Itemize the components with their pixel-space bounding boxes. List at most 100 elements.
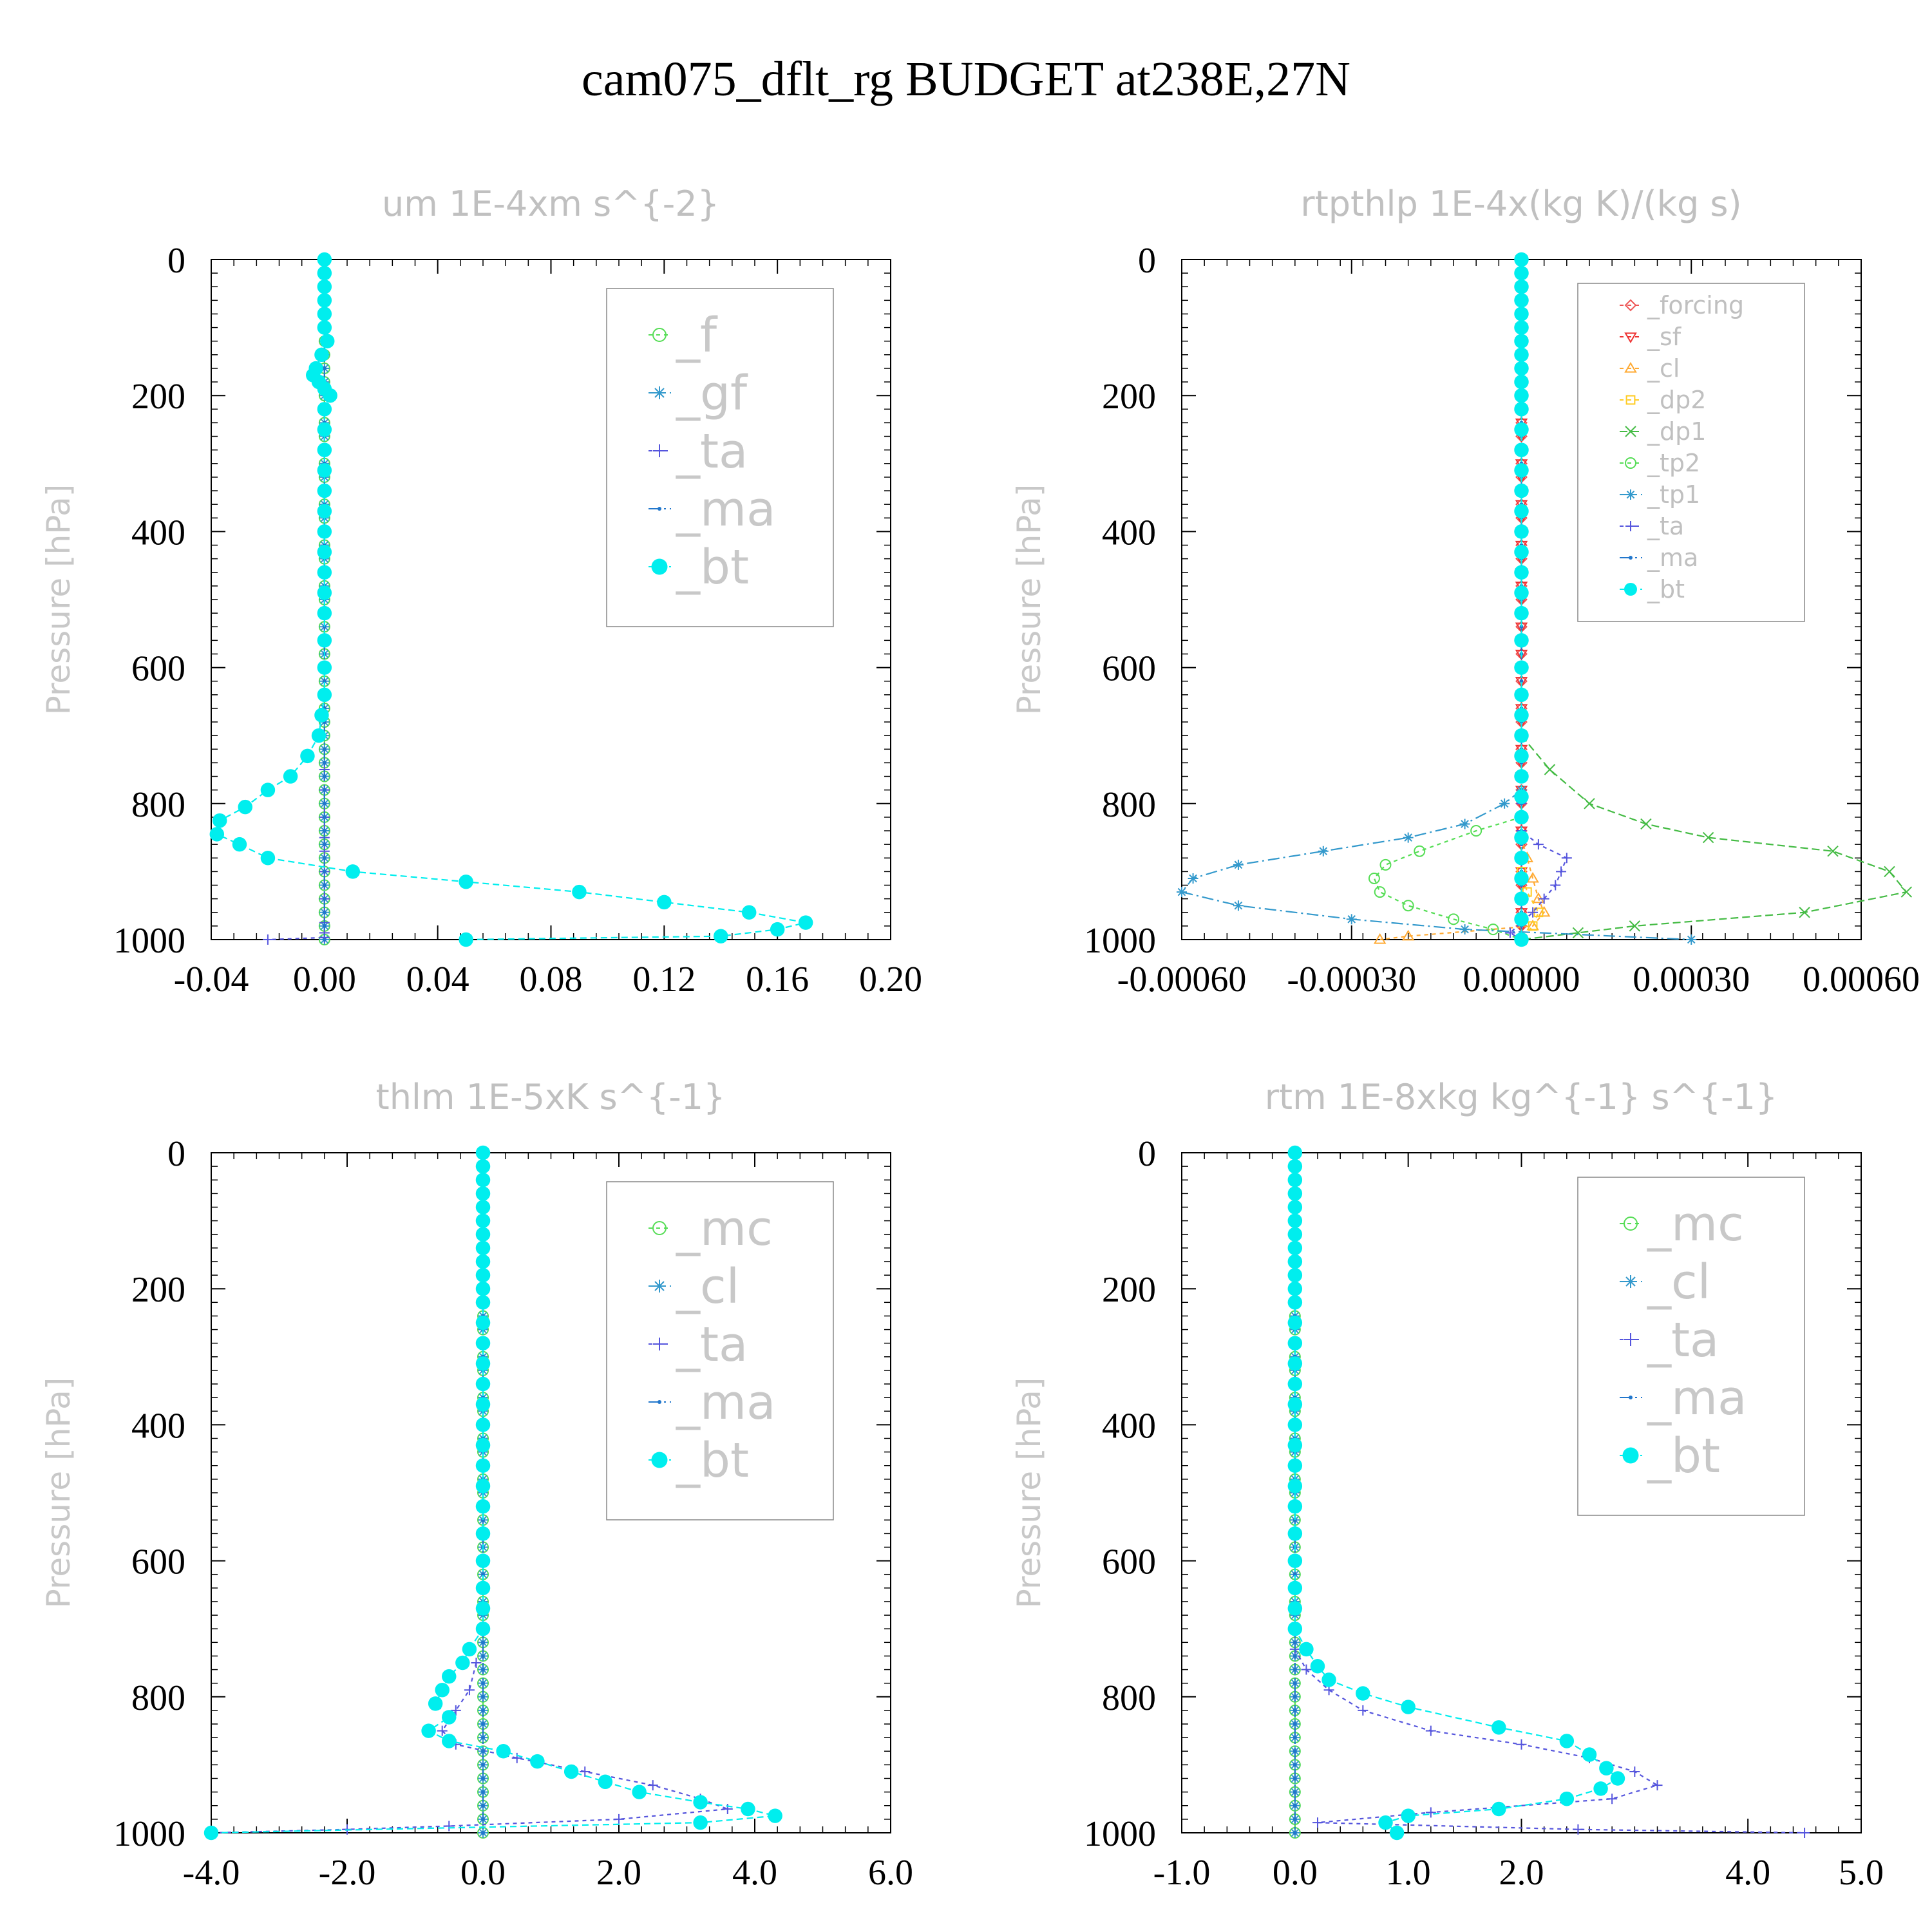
legend-label: _cl [1647, 1255, 1710, 1310]
data-point [475, 1267, 491, 1283]
data-point [1293, 1572, 1297, 1577]
data-point [238, 799, 252, 815]
x-tick-label: 2.0 [1499, 1853, 1544, 1893]
data-point [481, 1572, 485, 1577]
series-bt [204, 1145, 782, 1841]
legend-entry: _ta [1620, 512, 1684, 540]
legend-marker [1625, 457, 1636, 469]
data-point [1514, 871, 1529, 886]
legend-label: _gf [676, 366, 748, 421]
data-point [1514, 789, 1529, 804]
data-point [1514, 748, 1529, 764]
data-point [1550, 880, 1561, 891]
data-point [496, 1744, 511, 1759]
data-point [1293, 1790, 1297, 1794]
data-point [481, 1640, 485, 1645]
data-point [1514, 279, 1529, 294]
data-point [317, 307, 332, 321]
data-point [475, 1281, 491, 1296]
data-point [442, 1669, 457, 1684]
data-point [475, 1145, 491, 1160]
data-point [1374, 886, 1386, 898]
y-axis-ticks: 0 200 400 600 800 1000 [113, 1134, 891, 1854]
x-tick-label: 2.0 [596, 1853, 641, 1893]
data-point [475, 1580, 491, 1596]
data-point [481, 1681, 485, 1685]
data-point [481, 1803, 485, 1808]
data-point [1514, 504, 1529, 518]
data-point [1686, 934, 1697, 945]
series-tp2 [1368, 811, 1528, 945]
x-tick-label: 0.20 [859, 960, 922, 999]
legend-marker [1624, 583, 1637, 596]
data-point [322, 774, 327, 779]
data-point [657, 895, 672, 910]
data-point [475, 1186, 491, 1201]
data-point [1514, 810, 1529, 825]
data-point [1514, 912, 1529, 927]
data-point [475, 1159, 491, 1174]
data-point [322, 829, 327, 833]
data-point [1532, 892, 1545, 904]
data-point [317, 483, 332, 498]
data-point [1379, 858, 1392, 871]
y-tick-label: 400 [131, 1406, 185, 1446]
data-point [481, 1667, 485, 1672]
legend-marker [1625, 426, 1636, 437]
x-tick-label: 0.08 [520, 960, 583, 999]
data-point [1544, 764, 1556, 775]
data-point [204, 1825, 219, 1841]
x-axis-ticks: -4.0 -2.0 0.0 2.0 4.0 6.0 [183, 1153, 913, 1893]
data-point [1514, 830, 1529, 845]
legend: _forcing _sf _cl _dp2 _dp1 _tp2 _tp1 _ta _ma _bt [1577, 283, 1805, 622]
data-point [1514, 320, 1529, 335]
legend-marker [1625, 395, 1636, 405]
data-point [1556, 866, 1567, 877]
data-point [481, 1776, 485, 1781]
legend-label: _ma [676, 1375, 775, 1430]
chart-panel-3: thlm 1E-5xK s^{-1} Pressure [hPa] -4.0 -2.0… [40, 1077, 913, 1893]
data-point [530, 1754, 545, 1769]
data-point [1414, 845, 1426, 857]
data-point [435, 1682, 450, 1698]
data-point [572, 884, 587, 900]
data-point [1402, 900, 1414, 912]
data-point [322, 625, 327, 629]
y-tick-label: 0 [167, 1134, 185, 1174]
legend-marker [1629, 1396, 1633, 1399]
data-point [1293, 1817, 1297, 1821]
data-point [475, 1376, 491, 1392]
data-point [1584, 798, 1595, 810]
data-point [614, 1814, 624, 1824]
data-point [322, 896, 327, 901]
data-point [345, 864, 361, 879]
legend-entry: _ma [1620, 1370, 1747, 1426]
y-tick-label: 0 [1138, 1134, 1156, 1174]
x-tick-label: -1.0 [1153, 1853, 1211, 1893]
series-dp1 [1515, 730, 1913, 945]
data-point [1287, 1240, 1303, 1256]
figure-title: cam075_dflt_rg BUDGET at238E,27N [582, 52, 1350, 106]
data-point [317, 660, 332, 675]
data-point [1293, 1667, 1297, 1672]
data-point [1514, 687, 1529, 703]
data-point [1401, 1808, 1416, 1823]
data-point [1287, 1159, 1303, 1174]
legend: _mc_cl_ta_ma_bt [606, 1181, 834, 1520]
data-point [1401, 1700, 1416, 1714]
x-tick-label: 0.04 [406, 960, 469, 999]
data-point [693, 1795, 708, 1810]
data-point [1321, 1672, 1336, 1687]
legend-box [1577, 283, 1805, 622]
data-point [1287, 1186, 1303, 1201]
data-point [311, 728, 327, 743]
legend-label: _bt [1647, 575, 1685, 603]
data-point [1287, 1145, 1303, 1160]
data-point [1293, 1831, 1297, 1835]
data-point [741, 905, 757, 920]
x-tick-label: 4.0 [1725, 1853, 1770, 1893]
data-point [1299, 1642, 1314, 1657]
data-point [1514, 932, 1529, 947]
data-point [475, 1336, 491, 1350]
y-tick-label: 0 [1138, 241, 1156, 281]
